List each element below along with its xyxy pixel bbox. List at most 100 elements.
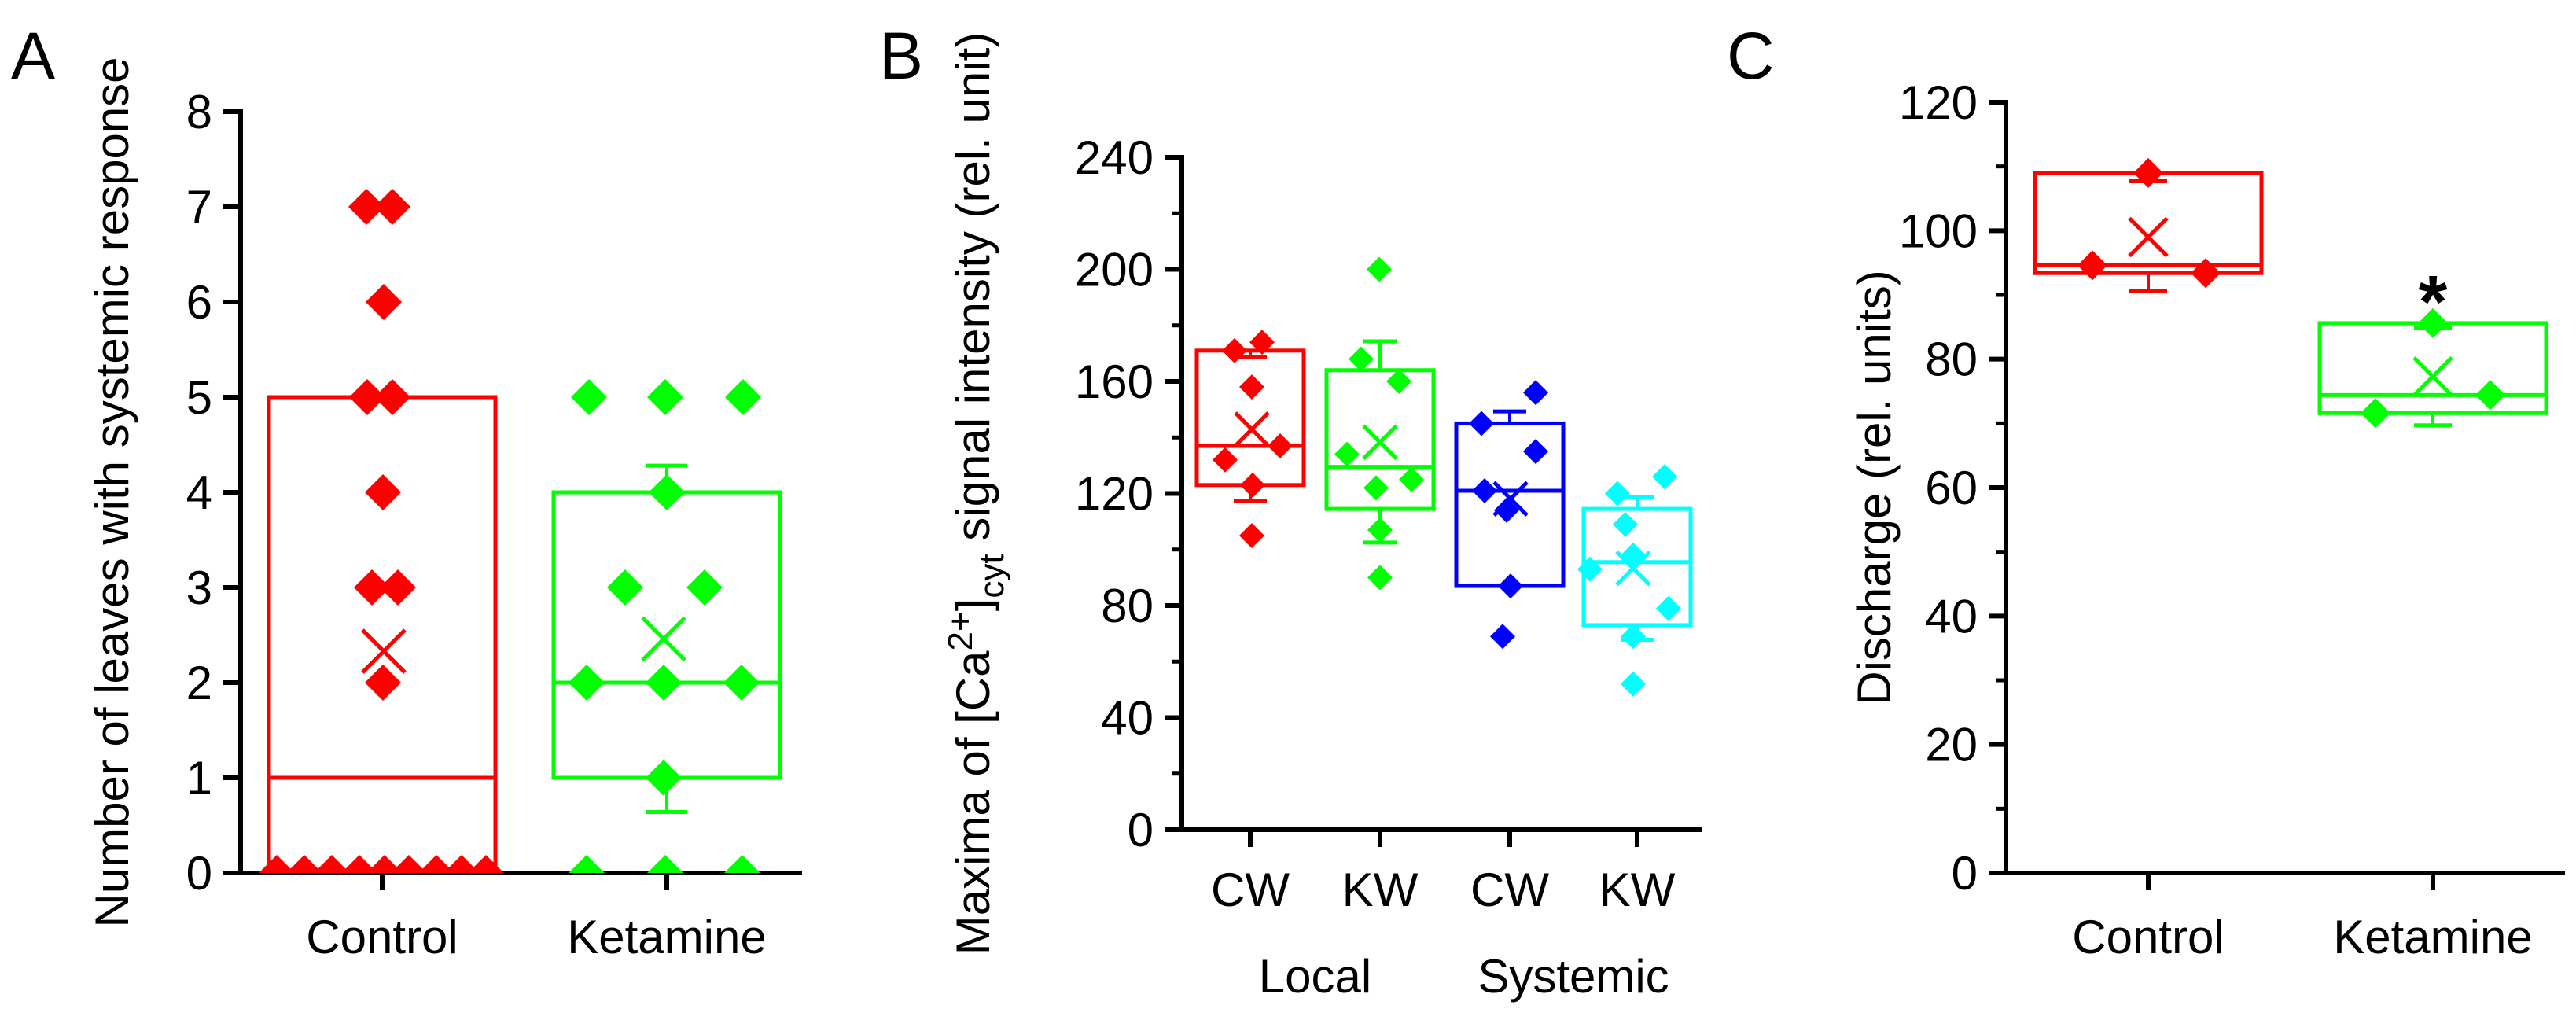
box: [1194, 348, 1306, 488]
data-point-diamond: [1240, 472, 1265, 498]
x-group-label: Local: [1259, 950, 1371, 1003]
data-point-diamond: [1656, 595, 1681, 621]
data-point-diamond: [365, 665, 401, 701]
points-control: [259, 189, 504, 873]
y-tick-label: 120: [1075, 468, 1154, 521]
data-point-diamond: [1367, 517, 1393, 543]
data-point-diamond: [1268, 433, 1293, 458]
data-points: [2077, 157, 2505, 429]
data-point-diamond: [418, 855, 454, 873]
y-axis-title: Number of leaves with systemic response: [86, 57, 138, 927]
mean-x-marker: [2128, 216, 2169, 258]
data-point-diamond: [1605, 481, 1630, 506]
data-point-diamond: [443, 855, 480, 873]
y-tick-label: 60: [1925, 462, 1978, 514]
y-axis-title: Maxima of [Ca2+]cyt signal intensity (re…: [941, 32, 1011, 955]
box-plots: [267, 395, 782, 875]
box-plots: [2033, 171, 2548, 428]
data-point-diamond: [1577, 556, 1603, 582]
data-point-diamond: [366, 284, 402, 320]
data-points: [1213, 256, 1681, 697]
x-axis-ticks: Control Ketamine: [2072, 873, 2533, 963]
data-point-diamond: [1363, 475, 1389, 501]
y-tick-label: 160: [1075, 355, 1154, 408]
data-point-diamond: [1613, 511, 1638, 537]
y-tick-label: 8: [186, 86, 212, 138]
data-point-diamond: [2361, 398, 2390, 429]
x-group-label: Systemic: [1478, 950, 1669, 1003]
data-point-diamond: [1334, 441, 1360, 467]
data-point-diamond: [1239, 374, 1264, 400]
data-point-diamond: [571, 379, 607, 415]
data-point-diamond: [365, 474, 401, 510]
x-axis-ticks: CW KW CW KW Local Systemic: [1211, 830, 1676, 1003]
y-tick-label: 80: [1925, 333, 1978, 386]
data-point-diamond: [569, 855, 605, 873]
data-point-diamond: [1469, 411, 1494, 436]
mean-x-marker: [1362, 424, 1398, 461]
data-point-diamond: [1494, 497, 1519, 523]
data-point-diamond: [374, 379, 410, 415]
mean-x-marker: [1615, 550, 1651, 587]
data-point-diamond: [2418, 307, 2448, 338]
data-point-diamond: [1652, 464, 1677, 490]
y-tick-label: 100: [1899, 204, 1978, 257]
y-tick-label: 3: [186, 562, 212, 614]
x-category-label: CW: [1470, 864, 1549, 916]
points-cw-local: [1213, 330, 1293, 548]
y-axis-ticks: 0 20 40 60 80 100 120: [1899, 76, 2006, 900]
y-axis-ticks: 0 40 80 120 160 200 240: [1075, 131, 1182, 856]
panel-b: 0 40 80 120 160 200 240 CW KW CW KW Local Systemic Ma…: [941, 32, 1702, 1003]
y-tick-label: 0: [1952, 847, 1978, 900]
data-point-diamond: [724, 855, 760, 873]
data-point-diamond: [1213, 447, 1238, 473]
data-point-diamond: [468, 855, 504, 873]
data-point-diamond: [1239, 522, 1264, 548]
y-tick-label: 120: [1899, 76, 1978, 129]
data-point-diamond: [649, 474, 685, 510]
y-tick-label: 4: [186, 466, 212, 519]
data-point-diamond: [1498, 573, 1523, 599]
x-category-label: Ketamine: [2333, 911, 2532, 963]
x-category-label: Control: [306, 911, 458, 963]
y-tick-label: 20: [1925, 719, 1978, 771]
panel-a: 0 1 2 3 4 5 6 7 8 Control Ketamine Number of leaves…: [86, 57, 802, 963]
data-point-diamond: [380, 569, 416, 606]
points-control: [2077, 157, 2221, 289]
y-tick-label: 2: [186, 657, 212, 709]
data-point-diamond: [1349, 346, 1374, 372]
data-point-diamond: [314, 855, 350, 873]
data-point-diamond: [1386, 369, 1411, 394]
points-kw-systemic: [1577, 464, 1681, 697]
x-axis-ticks: Control Ketamine: [306, 873, 767, 963]
box-plot-control: [267, 395, 498, 875]
y-tick-label: 6: [186, 276, 212, 329]
box-plot-ketamine: [551, 463, 782, 815]
data-point-diamond: [2077, 250, 2107, 281]
y-tick-label: 80: [1101, 580, 1154, 632]
panel-c: 0 20 40 60 80 100 120 Control Ketamine Discharge …: [1848, 76, 2565, 963]
data-point-diamond: [1367, 256, 1392, 282]
data-point-diamond: [348, 189, 385, 225]
x-category-label: KW: [1342, 864, 1419, 916]
y-tick-label: 40: [1925, 590, 1978, 643]
data-point-diamond: [607, 569, 643, 606]
points-ketamine: [569, 379, 761, 873]
data-point-diamond: [349, 379, 385, 415]
data-point-diamond: [286, 855, 322, 873]
data-point-diamond: [1399, 466, 1424, 492]
data-point-diamond: [647, 379, 683, 415]
data-point-diamond: [366, 855, 403, 873]
x-category-label: Ketamine: [567, 911, 766, 963]
data-point-diamond: [723, 665, 760, 701]
y-axis-title: Discharge (rel. units): [1848, 270, 1901, 705]
data-point-diamond: [646, 665, 682, 701]
y-tick-label: 0: [186, 847, 212, 900]
mean-x-marker: [361, 628, 407, 674]
data-point-diamond: [1367, 565, 1393, 591]
data-point-diamond: [686, 569, 723, 606]
box-plot-ketamine: [2317, 321, 2548, 428]
data-point-diamond: [1621, 624, 1646, 650]
